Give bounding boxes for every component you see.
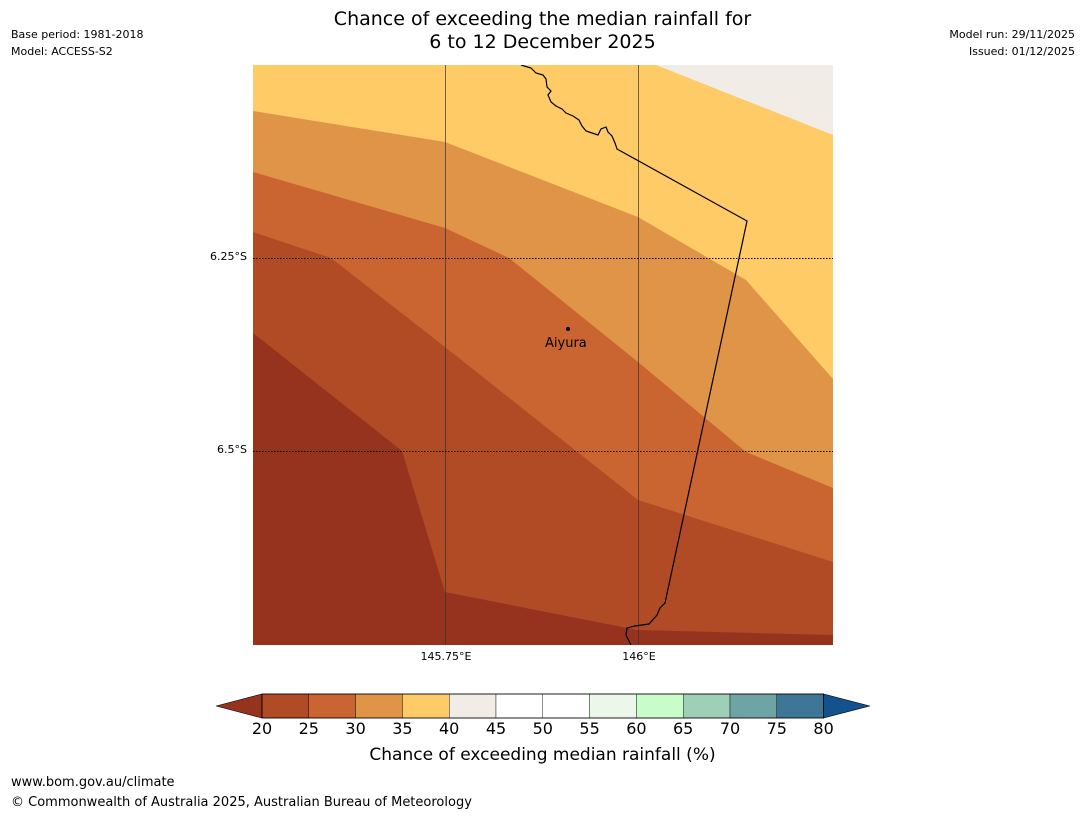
meta-left: Base period: 1981-2018 Model: ACCESS-S2: [11, 26, 143, 60]
place-label-aiyura: Aiyura: [545, 336, 587, 351]
colorbar-swatch: [729, 693, 777, 719]
colorbar-swatch: [683, 693, 731, 719]
base-period-text: Base period: 1981-2018: [11, 28, 144, 41]
colorbar-swatch: [542, 693, 590, 719]
meta-right: Model run: 29/11/2025 Issued: 01/12/2025: [949, 26, 1075, 60]
colorbar-swatch: [402, 693, 450, 719]
title-line-1: Chance of exceeding the median rainfall …: [333, 8, 752, 30]
lon-label-145-75: 145.75°E: [420, 650, 472, 663]
colorbar-swatch: [355, 693, 403, 719]
colorbar-swatch: [495, 693, 543, 719]
colorbar-tick: 50: [532, 719, 553, 738]
footer-url: www.bom.gov.au/climate: [11, 775, 175, 790]
colorbar-tick: 25: [298, 719, 319, 738]
colorbar-tick: 30: [345, 719, 366, 738]
colorbar-tick: 35: [392, 719, 413, 738]
map-title: Chance of exceeding the median rainfall …: [0, 8, 1085, 54]
map-svg: [253, 65, 833, 645]
colorbar-swatch: [261, 693, 309, 719]
aiyura-marker: [566, 327, 570, 331]
colorbar-extend-low: [214, 693, 263, 719]
band-40-45: [656, 65, 833, 135]
colorbar-extend-high: [823, 693, 871, 719]
colorbar-tick: 20: [251, 719, 273, 738]
colorbar-tick: 45: [485, 719, 507, 738]
colorbar-tick: 80: [813, 719, 834, 738]
colorbar-tick: 65: [673, 719, 694, 738]
lat-label-6-25: 6.25°S: [210, 250, 247, 263]
colorbar-frame: [261, 693, 824, 719]
lon-label-146: 146°E: [622, 650, 656, 663]
model-text: Model: ACCESS-S2: [11, 45, 113, 58]
issued-text: Issued: 01/12/2025: [968, 45, 1075, 58]
colorbar-swatch: [308, 693, 356, 719]
footer-copyright: © Commonwealth of Australia 2025, Austra…: [11, 795, 472, 810]
colorbar-swatch: [636, 693, 684, 719]
colorbar-label: Chance of exceeding median rainfall (%): [369, 745, 716, 765]
lat-label-6-5: 6.5°S: [217, 443, 247, 456]
band-35-40: [253, 65, 833, 379]
colorbar: [214, 692, 871, 720]
colorbar-tick: 40: [439, 719, 460, 738]
colorbar-swatch: [589, 693, 637, 719]
province-boundary: [520, 65, 748, 645]
colorbar-swatch: [448, 693, 497, 719]
colorbar-swatch: [776, 693, 824, 719]
map-panel: [253, 65, 833, 645]
colorbar-tick: 55: [579, 719, 600, 738]
model-run-text: Model run: 29/11/2025: [949, 28, 1075, 41]
colorbar-tick: 60: [626, 719, 647, 738]
colorbar-svg: [214, 693, 871, 719]
colorbar-tick: 75: [766, 719, 787, 738]
title-line-2: 6 to 12 December 2025: [429, 31, 656, 53]
colorbar-tick: 70: [719, 719, 741, 738]
